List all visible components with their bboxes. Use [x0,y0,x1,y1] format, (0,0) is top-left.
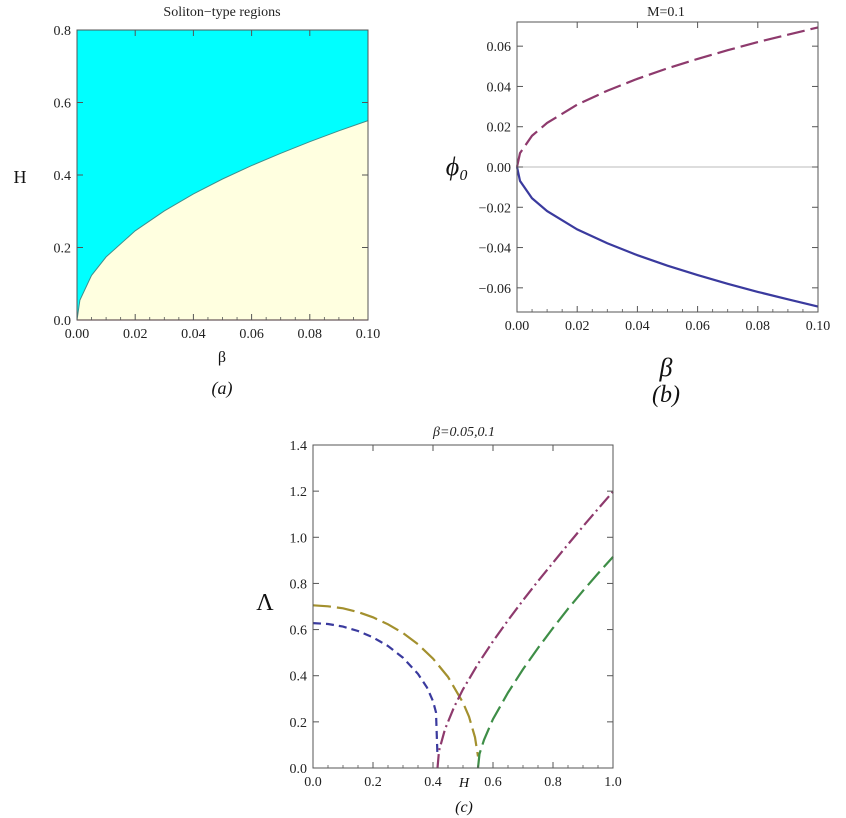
panel-c-ytick-label: 1.2 [290,485,308,500]
panel-a-ytick-label: 0.0 [54,314,72,329]
panel-c-xtick-label: 0.6 [484,775,502,790]
panel-c-caption: (c) [455,799,473,816]
panel-c-plot-area: 0.0 0.2 0.4 0.6 0.8 1.0 0.0 0.2 0.4 0.6 0.8 1.0 1.2 1… [290,439,622,790]
panel-c-series-0 [312,622,439,757]
panel-a-title: Soliton−type regions [163,5,280,20]
panel-a-xlabel: β [218,349,226,366]
panel-c-ylabel: Λ [256,590,274,616]
panel-a: Soliton−type regions 0.00 0.02 0.04 0.06 0.0… [14,5,381,399]
panel-a-caption: (a) [212,378,233,399]
panel-c-series-2 [436,490,614,769]
panel-c-ytick-label: 1.4 [290,439,308,454]
panel-a-ylabel: H [14,167,27,187]
panel-c-ytick-label: 1.0 [290,531,308,546]
panel-c-xtick-label: 0.8 [544,775,562,790]
panel-c-ytick-label: 0.0 [290,762,308,777]
panel-b-ytick-label: 0.04 [487,80,512,95]
panel-b-caption: (b) [652,382,680,408]
panel-c-series-1 [312,604,480,757]
panel-b-title: M=0.1 [647,5,685,20]
panel-b-xtick-label: 0.08 [746,319,771,334]
panel-c-xtick-label: 0.4 [424,775,442,790]
panel-b-ytick-label: 0.06 [487,40,512,55]
panel-b-plot-area: 0.00 0.02 0.04 0.06 0.08 0.10 0.06 0.04 0.02 0.00… [479,21,831,334]
panel-c-frame [312,444,614,769]
panel-b-xlabel: β [659,353,673,382]
panel-a-xtick-label: 0.10 [356,327,381,342]
panel-b-xtick-label: 0.02 [565,319,590,334]
panel-c-ytick-label: 0.4 [290,670,308,685]
panel-c-title: β=0.05,0.1 [432,425,495,440]
panel-a-xtick-label: 0.06 [239,327,264,342]
panel-c-xtick-label: 1.0 [604,775,622,790]
panel-a-region-below [77,120,368,320]
panel-b-xtick-label: 0.04 [625,319,650,334]
panel-a-xtick-label: 0.08 [298,327,323,342]
panel-c-ytick-label: 0.8 [290,577,308,592]
panel-a-ytick-label: 0.4 [54,169,72,184]
panel-c-xtick-label: 0.2 [364,775,382,790]
panel-b-xtick-label: 0.00 [505,319,530,334]
panel-b-ytick-label: 0.02 [487,121,512,136]
panel-a-boundary-curve [76,120,369,321]
panel-a-xtick-label: 0.02 [123,327,148,342]
panel-a-region-above [77,30,368,320]
panel-c-ytick-label: 0.6 [290,624,308,639]
panel-b-series-0 [515,26,819,168]
panel-a-plot-area: 0.00 0.02 0.04 0.06 0.08 0.10 0.0 0.2 0.4 0.6 0.8 [54,24,381,342]
panel-a-xtick-label: 0.04 [181,327,206,342]
panel-c-xtick-label: 0.0 [304,775,322,790]
panel-b-xtick-label: 0.10 [806,319,831,334]
panel-a-ytick-label: 0.2 [54,242,72,257]
panel-b-ytick-label: −0.04 [479,242,511,257]
panel-a-ytick-label: 0.6 [54,97,72,112]
panel-a-ytick-label: 0.8 [54,24,72,39]
panel-b: M=0.1 0.00 0.02 0.04 0.06 0.08 0.100.060.040.… [446,5,831,408]
panel-b-ytick-label: 0.00 [487,161,512,176]
panel-c-xlabel: H [458,776,470,791]
panel-c: β=0.05,0.1 0.0 0.2 0.4 0.6 0.8 1.00.00.20.40.… [256,425,621,816]
panel-b-ytick-label: −0.02 [479,201,511,216]
panel-b-series-1 [515,166,819,308]
panel-b-ytick-label: −0.06 [479,282,511,297]
panel-c-series-3 [476,556,614,769]
panel-c-ytick-label: 0.2 [290,716,308,731]
panel-a-xtick-label: 0.00 [65,327,90,342]
panel-b-xtick-label: 0.06 [685,319,710,334]
panel-b-ylabel: ϕ₀ [446,152,469,181]
